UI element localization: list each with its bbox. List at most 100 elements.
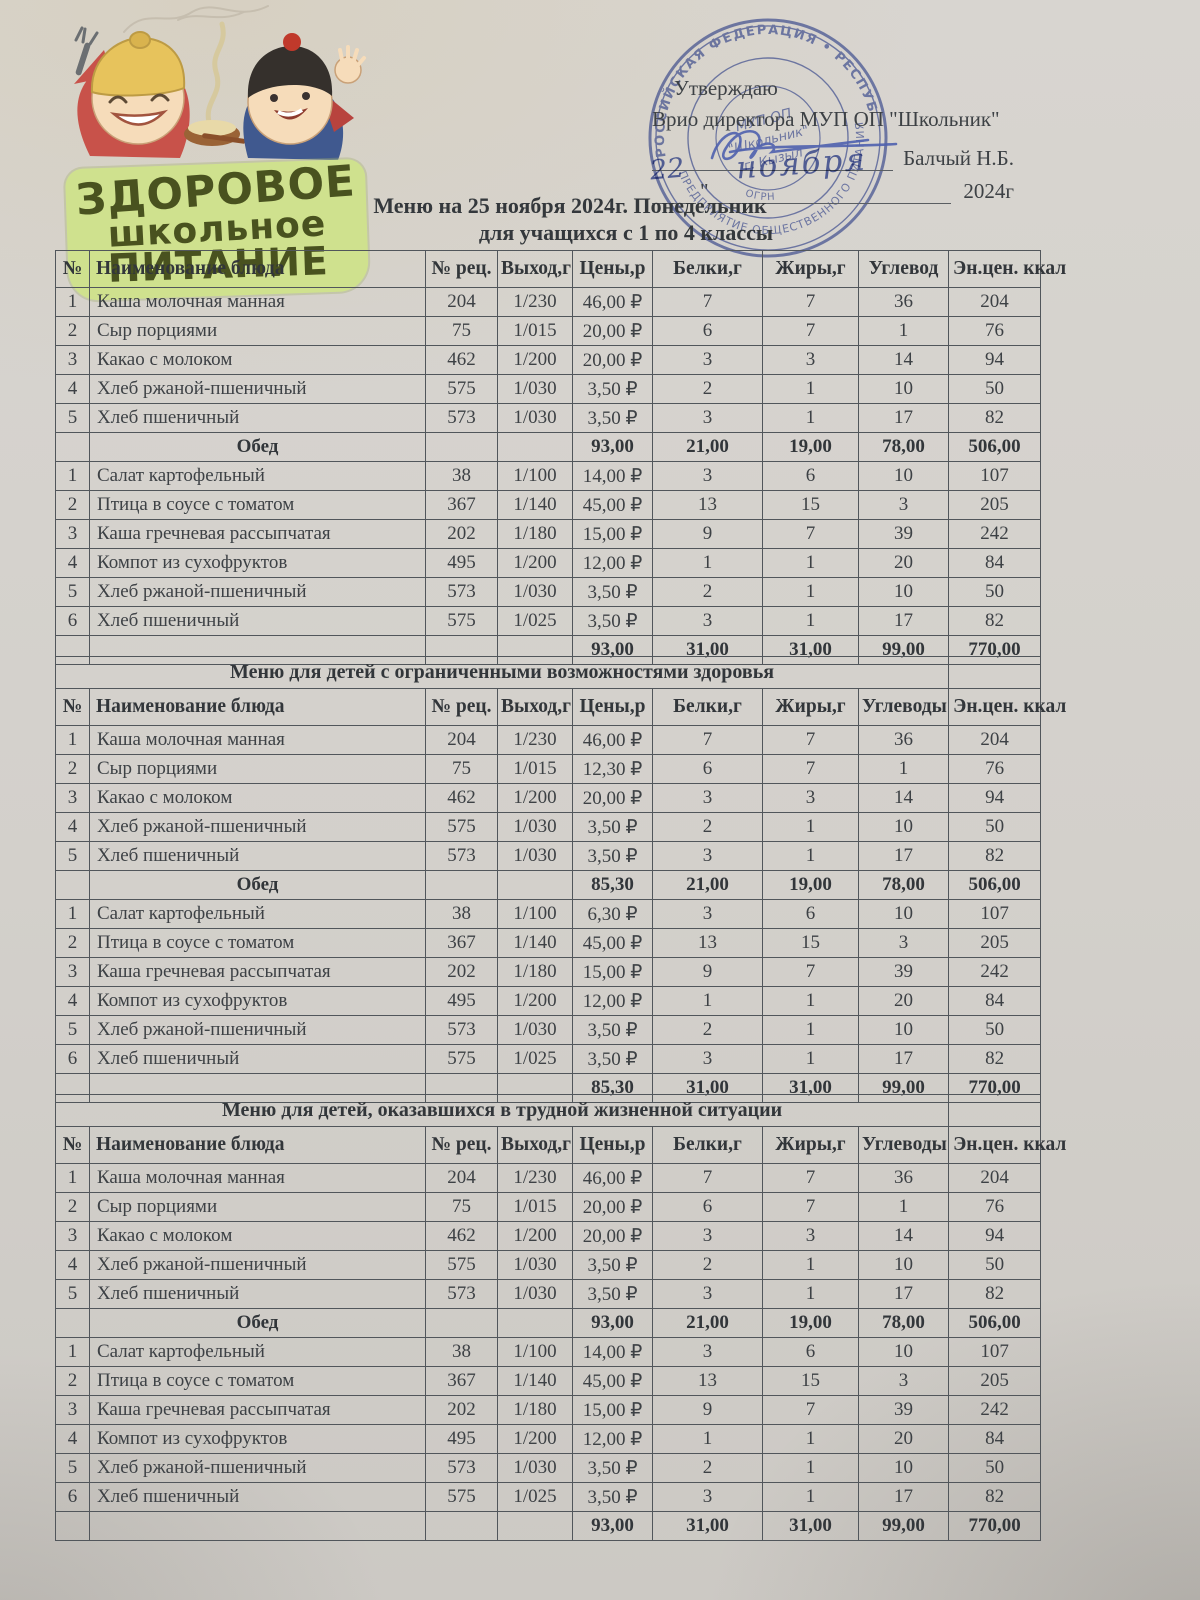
cell-carb: 10 xyxy=(857,1250,950,1280)
cell-fat: 1 xyxy=(762,374,859,404)
cell-carb: 14 xyxy=(858,345,949,375)
cell-n: 3 xyxy=(55,1221,90,1251)
cell-protein: 1 xyxy=(652,986,763,1016)
title-line-2: для учащихся с 1 по 4 классы xyxy=(478,220,774,245)
cell-out: 1/140 xyxy=(497,1366,573,1396)
table-row: 4 Компот из сухофруктов 495 1/200 12,00 ₽1 1 2… xyxy=(55,1424,1042,1454)
cell-n: 6 xyxy=(55,1482,90,1512)
cell-protein: 13 xyxy=(652,1366,763,1396)
cell-carb: 1 xyxy=(858,316,949,346)
cell-price: 20,00 ₽ xyxy=(572,316,653,346)
cell-price: 3,50 ₽ xyxy=(572,577,653,607)
cell-name: Каша гречневая рассыпчатая xyxy=(89,957,426,987)
cell-name: Каша гречневая рассыпчатая xyxy=(89,1395,426,1425)
day-underline xyxy=(652,179,696,204)
cell-fat: 19,00 xyxy=(762,1308,859,1338)
cell-kcal: 242 xyxy=(948,519,1041,549)
cell-price: 3,50 ₽ xyxy=(572,1250,653,1280)
table-row: 2 Птица в соусе с томатом 367 1/140 45,00 ₽1… xyxy=(55,1366,1042,1396)
cell-price: 15,00 ₽ xyxy=(572,957,653,987)
table-row: 6 Хлеб пшеничный 575 1/025 3,50 ₽3 1 17 82 xyxy=(55,1044,1042,1074)
cell-n: 2 xyxy=(55,928,90,958)
cell-rec: 204 xyxy=(425,725,498,755)
cell-price: 46,00 ₽ xyxy=(572,725,653,755)
cell-fat: 7 xyxy=(762,957,859,987)
table-row: 2 Птица в соусе с томатом 367 1/140 45,00 ₽1… xyxy=(55,928,1042,958)
cell-rec: 573 xyxy=(425,1279,498,1309)
cell-carb: 99,00 xyxy=(857,1511,950,1541)
table-row: 3 Каша гречневая рассыпчатая 202 1/180 15,00… xyxy=(55,957,1042,987)
cell-protein: 1 xyxy=(652,1424,763,1454)
cell-protein: 6 xyxy=(652,1192,763,1222)
cell-kcal: 107 xyxy=(948,461,1041,491)
cell-fat: 7 xyxy=(762,754,859,784)
cell-rec: 38 xyxy=(425,899,498,929)
cell-price: 6,30 ₽ xyxy=(572,899,653,929)
director-title: Врио директора МУП ОП "Школьник" xyxy=(652,107,1000,131)
cell-rec: 573 xyxy=(425,1453,498,1483)
cell-fat: 1 xyxy=(762,403,859,433)
table-row: Обед 93,00 21,00 19,00 78,00 506,00 xyxy=(55,432,1041,462)
cell-fat: 6 xyxy=(762,461,859,491)
menu-table-disabilities: Меню для детей с ограниченными возможнос… xyxy=(54,656,1066,1103)
cell-n: 4 xyxy=(55,986,90,1016)
cell-fat: 1 xyxy=(762,841,859,871)
cell-fat: 1 xyxy=(762,1279,859,1309)
cell-carb: 36 xyxy=(857,725,950,755)
cell-price: 3,50 ₽ xyxy=(572,403,653,433)
header-row: № Наименование блюда № рец. Выход,г Цены,р Бе… xyxy=(55,250,1066,288)
cell-kcal: 50 xyxy=(948,812,1042,842)
cell-price: 12,00 ₽ xyxy=(572,1424,653,1454)
pencil-scribble xyxy=(123,5,269,33)
cell-carb: 78,00 xyxy=(857,870,950,900)
column-header: Цены,р xyxy=(572,250,653,288)
column-header: Наименование блюда xyxy=(89,250,426,288)
cell-rec: 75 xyxy=(425,754,498,784)
table-row: 6 Хлеб пшеничный 575 1/025 3,50 ₽3 1 17 82 xyxy=(55,606,1041,636)
cell-protein: 9 xyxy=(652,1395,763,1425)
column-header: Белки,г xyxy=(652,250,763,288)
cell-out: 1/200 xyxy=(497,345,573,375)
cell-out: 1/015 xyxy=(497,754,573,784)
cell-carb: 17 xyxy=(858,403,949,433)
cell-out: 1/100 xyxy=(497,461,573,491)
cell-price: 15,00 ₽ xyxy=(572,519,653,549)
cell-rec: 573 xyxy=(425,577,498,607)
cell-price: 14,00 ₽ xyxy=(572,461,653,491)
cell-fat: 15 xyxy=(762,1366,859,1396)
cell-name: Хлеб ржаной-пшеничный xyxy=(89,1250,426,1280)
cell-carb: 3 xyxy=(858,490,949,520)
cell-rec: 38 xyxy=(425,461,498,491)
table-row: 3 Какао с молоком 462 1/200 20,00 ₽3 3 14 94 xyxy=(55,783,1042,813)
column-header: Жиры,г xyxy=(762,688,859,726)
column-header: № xyxy=(55,688,90,726)
cell-n xyxy=(55,1511,90,1541)
cell-kcal: 84 xyxy=(948,1424,1042,1454)
cell-out: 1/180 xyxy=(497,957,573,987)
cell-name: Хлеб пшеничный xyxy=(89,841,426,871)
cell-kcal: 204 xyxy=(948,287,1041,317)
cell-out: 1/230 xyxy=(497,725,573,755)
column-header: Углеводы xyxy=(857,1126,950,1164)
cell-name: Каша молочная манная xyxy=(89,1163,426,1193)
cell-kcal: 107 xyxy=(948,1337,1042,1367)
table-row: 2 Птица в соусе с томатом 367 1/140 45,00 ₽1… xyxy=(55,490,1041,520)
cell-n: 2 xyxy=(55,1366,90,1396)
cell-fat: 19,00 xyxy=(762,432,859,462)
cell-n: 4 xyxy=(55,812,90,842)
section-title-row: Меню для детей с ограниченными возможнос… xyxy=(54,656,1042,689)
cell-protein: 2 xyxy=(652,812,763,842)
cell-carb: 78,00 xyxy=(858,432,949,462)
cell-rec: 462 xyxy=(425,1221,498,1251)
cell-out: 1/140 xyxy=(497,490,573,520)
cell-price: 14,00 ₽ xyxy=(572,1337,653,1367)
cell-kcal: 50 xyxy=(948,577,1041,607)
cell-n: 5 xyxy=(55,1453,90,1483)
cell-protein: 3 xyxy=(652,1482,763,1512)
cell-name xyxy=(89,1511,426,1541)
cell-price: 20,00 ₽ xyxy=(572,345,653,375)
cell-price: 3,50 ₽ xyxy=(572,1453,653,1483)
cell-protein: 2 xyxy=(652,1015,763,1045)
cell-name: Компот из сухофруктов xyxy=(89,548,426,578)
